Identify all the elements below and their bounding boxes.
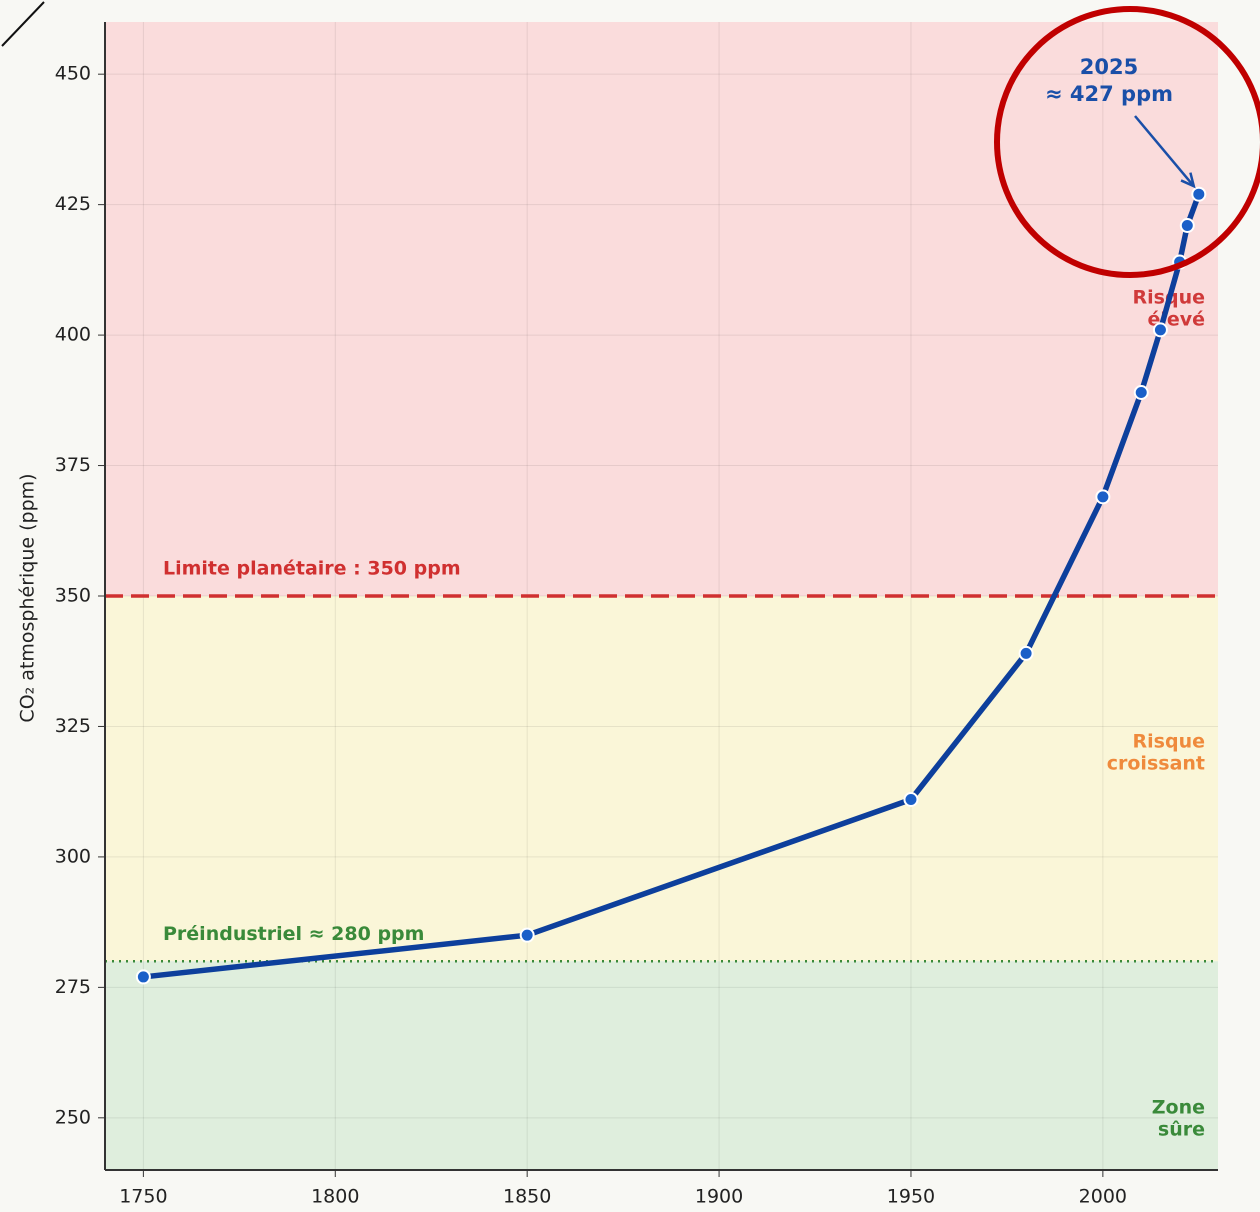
zone-label: sûre <box>1158 1119 1205 1141</box>
data-point <box>1179 218 1195 234</box>
reference-label: Préindustriel ≈ 280 ppm <box>163 923 424 945</box>
arrow-head <box>1180 172 1196 189</box>
x-tick-label: 1800 <box>311 1186 359 1208</box>
zone-label: Zone <box>1152 1097 1205 1119</box>
x-tick-label: 2000 <box>1079 1186 1127 1208</box>
x-tick-label: 1850 <box>503 1186 551 1208</box>
data-point <box>135 969 151 985</box>
y-tick-label: 400 <box>55 324 91 346</box>
y-tick-label: 325 <box>55 715 91 737</box>
zone-label: croissant <box>1107 753 1205 775</box>
y-tick-label: 350 <box>55 585 91 607</box>
data-line <box>143 193 1202 980</box>
data-point <box>1018 645 1034 661</box>
corner-stroke <box>1 1 45 47</box>
y-tick-label: 300 <box>55 845 91 867</box>
y-tick-label: 425 <box>55 193 91 215</box>
reference-label: Limite planétaire : 350 ppm <box>163 558 461 580</box>
x-tick-label: 1950 <box>887 1186 935 1208</box>
y-tick-label: 375 <box>55 454 91 476</box>
zone <box>105 22 1218 596</box>
x-tick-label: 1900 <box>695 1186 743 1208</box>
data-point <box>519 927 535 943</box>
data-point <box>1133 384 1149 400</box>
annotation-text: 2025 <box>1080 55 1138 79</box>
zone <box>105 961 1218 1170</box>
annotation-arrow <box>1134 115 1195 188</box>
annotation-text: ≈ 427 ppm <box>1045 82 1173 106</box>
zone <box>105 596 1218 962</box>
zone-label: Risque <box>1133 731 1205 753</box>
data-point <box>1191 186 1207 202</box>
data-point <box>1095 489 1111 505</box>
y-tick-label: 450 <box>55 63 91 85</box>
y-tick-label: 275 <box>55 976 91 998</box>
data-point <box>1152 322 1168 338</box>
data-point <box>903 792 919 808</box>
x-tick-label: 1750 <box>119 1186 167 1208</box>
y-axis-label: CO₂ atmosphérique (ppm) <box>17 473 39 722</box>
highlight-circle <box>994 6 1260 278</box>
y-tick-label: 250 <box>55 1106 91 1128</box>
